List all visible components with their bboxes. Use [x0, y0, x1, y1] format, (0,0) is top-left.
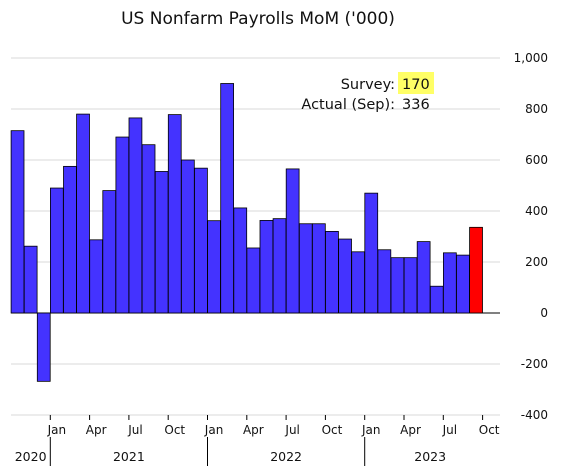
bar: [469, 226, 483, 314]
bar: [325, 230, 339, 314]
y-tick-label: 800: [525, 102, 548, 116]
bar: [351, 251, 366, 314]
x-tick-label: Oct: [322, 423, 343, 437]
bar: [10, 130, 25, 314]
y-tick-label: -400: [521, 408, 548, 422]
year-label: 2020: [15, 449, 47, 464]
bar: [63, 165, 77, 314]
bar: [180, 159, 195, 314]
bar: [167, 114, 182, 314]
year-label: 2022: [270, 449, 302, 464]
bar: [141, 144, 156, 314]
y-tick-label: -200: [521, 357, 548, 371]
chart-title: US Nonfarm Payrolls MoM ('000): [121, 9, 395, 29]
bar: [390, 257, 405, 314]
bar: [442, 252, 457, 314]
bar: [456, 254, 470, 314]
bar: [338, 238, 352, 314]
x-tick-label: Jan: [361, 423, 381, 437]
bar: [377, 249, 392, 314]
bar: [416, 241, 431, 314]
year-label: 2021: [113, 449, 145, 464]
survey-annotation: Survey: 170 Actual (Sep): 336: [301, 72, 434, 113]
y-tick-label: 600: [525, 153, 548, 167]
x-tick-label: Jan: [47, 423, 67, 437]
bar: [128, 117, 143, 314]
bar: [102, 190, 117, 314]
bar: [403, 257, 418, 314]
survey-value: 170: [402, 77, 430, 93]
x-tick-label: Oct: [479, 423, 500, 437]
bars: [10, 83, 483, 382]
bar: [285, 168, 300, 314]
y-axis: 1,000 800 600 400 200 0 -200 -400: [514, 51, 548, 422]
bar: [36, 312, 51, 382]
bar: [50, 187, 64, 314]
bar: [207, 220, 221, 314]
bar: [311, 223, 326, 314]
survey-label: Survey:: [341, 77, 395, 93]
actual-value: 336: [402, 97, 430, 113]
bar: [89, 239, 103, 314]
year-label: 2023: [414, 449, 446, 464]
bar: [194, 167, 208, 314]
y-tick-label: 1,000: [514, 51, 548, 65]
x-tick-label: Jul: [442, 423, 457, 437]
bar: [364, 192, 379, 314]
bar: [429, 285, 444, 314]
x-tick-label: Jul: [284, 423, 299, 437]
y-tick-label: 200: [525, 255, 548, 269]
x-tick-label: Jan: [204, 423, 224, 437]
bar: [246, 247, 261, 314]
bar: [233, 207, 248, 314]
bar: [23, 245, 38, 314]
bar: [76, 113, 90, 314]
y-tick-label: 400: [525, 204, 548, 218]
x-tick-label: Apr: [400, 423, 421, 437]
bar: [298, 223, 313, 314]
x-tick-label: Jul: [127, 423, 142, 437]
survey-value-highlight: [398, 72, 434, 94]
bar: [259, 220, 274, 314]
bar: [220, 83, 234, 314]
bar: [154, 171, 169, 314]
actual-label: Actual (Sep):: [301, 97, 395, 113]
y-tick-label: 0: [540, 306, 548, 320]
x-tick-label: Apr: [86, 423, 107, 437]
x-tick-label: Oct: [164, 423, 185, 437]
x-axis: Jan Apr Jul Oct Jan Apr Jul Oct Jan Apr Jul Oct 2020…: [15, 415, 500, 466]
bar: [272, 218, 287, 314]
x-tick-label: Apr: [243, 423, 264, 437]
bar: [115, 136, 130, 314]
